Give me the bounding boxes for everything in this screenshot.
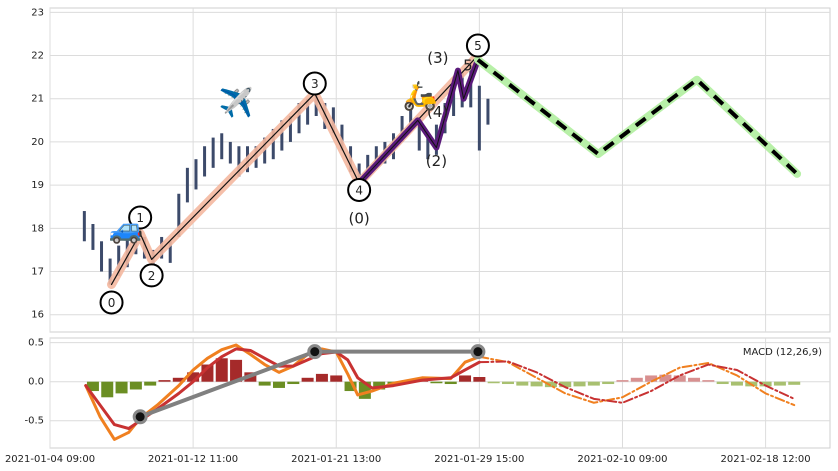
histogram-bar: [301, 377, 314, 382]
y-tick-label: 16: [31, 310, 44, 321]
histogram-bar: [258, 381, 271, 386]
plot-area: [49, 337, 831, 449]
subwave-label: (0): [349, 209, 370, 227]
histogram-bar: [158, 380, 171, 382]
histogram-bar: [430, 381, 443, 384]
wave-label: 1: [136, 211, 144, 225]
x-tick-label: 2021-02-18 12:00: [721, 454, 811, 465]
histogram-bar: [530, 381, 543, 387]
x-tick-label: 2021-02-10 09:00: [577, 454, 667, 465]
histogram-bar: [702, 380, 715, 382]
wave-label-circle: [302, 71, 327, 96]
x-tick-label: 2021-01-04 09:00: [5, 454, 95, 465]
macd-forecast: [478, 355, 796, 407]
histogram-bar: [716, 381, 729, 385]
histogram-bar: [487, 381, 500, 384]
subwave-label: (4): [427, 103, 448, 121]
x-tick-label: 2021-01-12 11:00: [148, 454, 238, 465]
histogram-bar: [129, 381, 142, 390]
histogram-bar: [788, 381, 801, 385]
wave-label: 2: [148, 269, 156, 283]
plot-area: [49, 7, 831, 333]
icon: 🚙: [109, 212, 144, 245]
histogram-bar: [659, 374, 672, 382]
y-tick-label: 23: [31, 7, 44, 18]
wave-label-circle: [465, 33, 490, 58]
wave-label: 3: [311, 77, 319, 91]
y-tick-label: 22: [31, 51, 44, 62]
divergence-point: [307, 344, 323, 360]
subwave-line: [358, 59, 479, 184]
histogram-bar: [215, 358, 228, 382]
subwave-label: 5: [463, 56, 473, 74]
signal-forecast: [478, 360, 796, 404]
wave-label-circle: [347, 177, 372, 202]
y-tick-label: 20: [31, 137, 44, 148]
histogram-bar: [645, 375, 658, 382]
divergence-point: [470, 344, 486, 360]
histogram-bar: [630, 377, 643, 382]
y-tick-label: 21: [31, 94, 44, 105]
histogram-bar: [730, 381, 743, 386]
histogram-bar: [115, 381, 128, 394]
histogram-bar: [287, 381, 300, 385]
y-tick-label: 0.5: [28, 338, 44, 349]
histogram-bar: [101, 381, 114, 398]
histogram-bar: [344, 381, 357, 392]
histogram-bar: [330, 375, 343, 382]
histogram-bar: [759, 381, 772, 387]
icon: ✈️: [219, 85, 254, 119]
histogram-bar: [144, 381, 157, 386]
histogram-bar: [501, 381, 514, 385]
histogram-bar: [587, 381, 600, 386]
wave-label-circle: [99, 290, 124, 315]
histogram-bar: [616, 380, 629, 382]
wave-label-circle: [128, 205, 153, 230]
subwave-label: (2): [426, 152, 447, 170]
histogram-bar: [544, 381, 557, 388]
divergence-point: [132, 409, 148, 425]
histogram-bar: [86, 381, 99, 392]
histogram-bar: [187, 372, 200, 382]
histogram-bar: [315, 373, 328, 382]
subwave-label: (3): [427, 49, 448, 67]
panel-label: MACD (12,26,9): [743, 347, 822, 358]
forecast-line: [476, 58, 799, 176]
histogram-bar: [573, 381, 586, 387]
histogram-bar: [272, 381, 285, 388]
x-tick-label: 2021-01-29 15:00: [434, 454, 524, 465]
y-tick-label: 0.0: [28, 377, 44, 388]
y-tick-label: 19: [31, 180, 44, 191]
y-tick-label: 18: [31, 223, 44, 234]
wave-label: 5: [474, 39, 482, 53]
histogram-bar: [673, 375, 686, 382]
histogram-bar: [516, 381, 529, 386]
histogram-bar: [688, 377, 701, 382]
histogram-bar: [444, 381, 457, 385]
histogram-bar: [172, 377, 185, 382]
histogram-bar: [559, 381, 572, 388]
histogram-bar: [459, 375, 472, 382]
x-tick-label: 2021-01-21 13:00: [291, 454, 381, 465]
icon: 🛵: [403, 79, 438, 112]
y-tick-label: 17: [31, 267, 44, 278]
histogram-bar: [773, 381, 786, 386]
y-tick-label: -0.5: [24, 416, 44, 427]
wave-label-circle: [139, 263, 164, 288]
wave-label: 0: [108, 296, 116, 310]
histogram-bar: [373, 381, 386, 390]
wave-label: 4: [355, 183, 363, 197]
histogram-bar: [230, 359, 243, 382]
histogram-bar: [602, 381, 615, 385]
histogram-bar: [473, 377, 486, 382]
